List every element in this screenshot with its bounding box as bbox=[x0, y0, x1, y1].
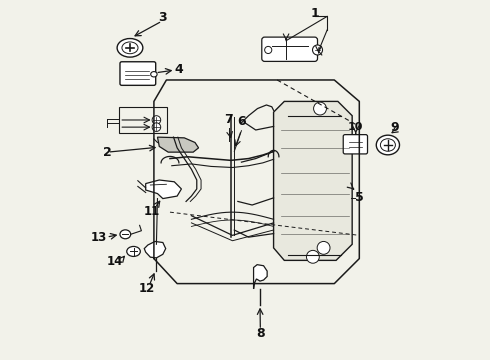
Text: 4: 4 bbox=[174, 63, 183, 76]
FancyBboxPatch shape bbox=[262, 37, 318, 62]
Circle shape bbox=[152, 116, 161, 124]
Polygon shape bbox=[273, 102, 352, 260]
Polygon shape bbox=[144, 242, 166, 258]
Text: 13: 13 bbox=[91, 231, 107, 244]
Circle shape bbox=[317, 242, 330, 254]
Ellipse shape bbox=[376, 135, 399, 155]
Ellipse shape bbox=[380, 139, 395, 151]
Ellipse shape bbox=[127, 247, 140, 256]
Text: 6: 6 bbox=[237, 115, 246, 128]
Circle shape bbox=[313, 45, 322, 55]
FancyBboxPatch shape bbox=[343, 135, 368, 154]
Text: 9: 9 bbox=[391, 121, 399, 134]
Polygon shape bbox=[253, 265, 267, 289]
Circle shape bbox=[306, 250, 319, 263]
Text: 3: 3 bbox=[158, 11, 167, 24]
Polygon shape bbox=[146, 180, 181, 199]
Text: 14: 14 bbox=[106, 255, 123, 268]
Text: 7: 7 bbox=[224, 113, 233, 126]
Text: 12: 12 bbox=[139, 283, 155, 296]
FancyBboxPatch shape bbox=[120, 62, 156, 85]
Text: 1: 1 bbox=[310, 7, 319, 20]
Text: 8: 8 bbox=[256, 327, 265, 340]
Text: 2: 2 bbox=[103, 146, 112, 159]
Text: 11: 11 bbox=[144, 205, 160, 218]
Bar bbox=[119, 107, 168, 133]
Circle shape bbox=[152, 123, 161, 131]
Ellipse shape bbox=[151, 72, 157, 77]
Polygon shape bbox=[157, 137, 198, 152]
Circle shape bbox=[314, 102, 326, 115]
Ellipse shape bbox=[122, 42, 138, 54]
Ellipse shape bbox=[120, 230, 131, 239]
Text: 10: 10 bbox=[348, 122, 364, 132]
Circle shape bbox=[265, 46, 272, 54]
Text: 5: 5 bbox=[355, 192, 364, 204]
Ellipse shape bbox=[117, 39, 143, 57]
